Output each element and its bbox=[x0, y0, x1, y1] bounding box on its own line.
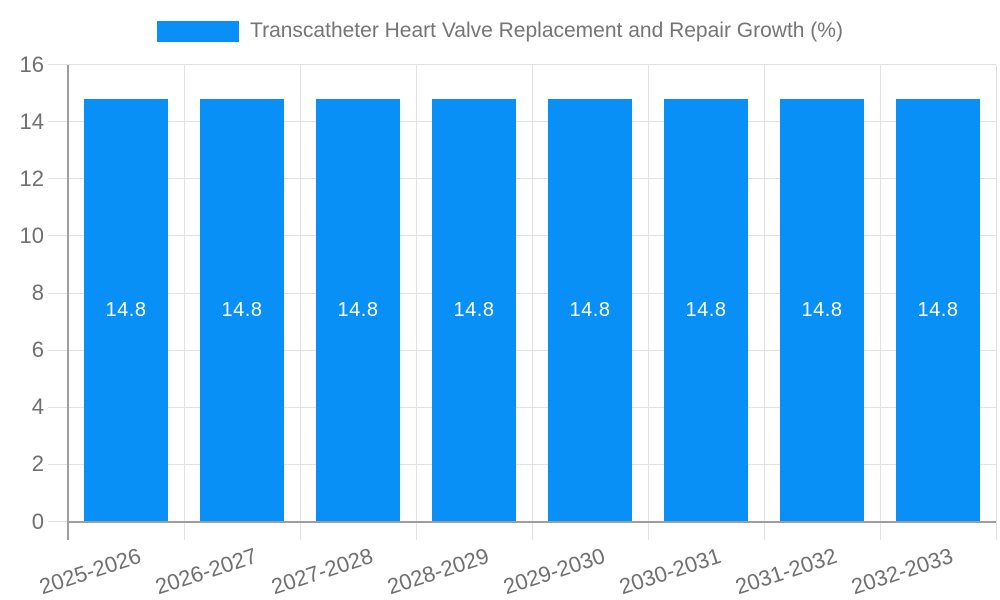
bar-value-label: 14.8 bbox=[569, 298, 611, 321]
gridline-v bbox=[183, 64, 185, 540]
gridline-v bbox=[647, 64, 649, 540]
bar[interactable]: 14.8 bbox=[780, 98, 864, 522]
bar-value-label: 14.8 bbox=[337, 298, 379, 321]
bar[interactable]: 14.8 bbox=[432, 98, 516, 522]
x-axis-tick-label: 2026-2027 bbox=[151, 543, 260, 600]
bar[interactable]: 14.8 bbox=[316, 98, 400, 522]
bar[interactable]: 14.8 bbox=[200, 98, 284, 522]
bar-value-label: 14.8 bbox=[221, 298, 263, 321]
bar[interactable]: 14.8 bbox=[548, 98, 632, 522]
x-axis-tick-label: 2027-2028 bbox=[267, 543, 376, 600]
gridline-v bbox=[763, 64, 765, 540]
bar[interactable]: 14.8 bbox=[664, 98, 748, 522]
legend-label: Transcatheter Heart Valve Replacement an… bbox=[250, 19, 843, 42]
legend-swatch bbox=[157, 20, 240, 42]
gridline-h bbox=[48, 64, 996, 65]
y-axis-tick-label: 12 bbox=[19, 165, 44, 191]
gridline-v bbox=[299, 64, 301, 540]
bar-value-label: 14.8 bbox=[685, 298, 727, 321]
x-axis-tick-label: 2031-2032 bbox=[731, 543, 840, 600]
x-axis-tick-label: 2032-2033 bbox=[847, 543, 956, 600]
y-axis-tick-label: 14 bbox=[19, 108, 44, 134]
x-axis-tick-label: 2025-2026 bbox=[35, 543, 144, 600]
x-axis-line bbox=[67, 520, 996, 523]
gridline-v bbox=[415, 64, 417, 540]
x-axis-tick-label: 2028-2029 bbox=[383, 543, 492, 600]
y-axis-tick-label: 2 bbox=[31, 451, 44, 477]
gridline-v bbox=[995, 64, 997, 540]
bar-value-label: 14.8 bbox=[917, 298, 959, 321]
bar[interactable]: 14.8 bbox=[84, 98, 168, 522]
y-axis-tick-label: 8 bbox=[31, 280, 44, 305]
x-axis-tick-label: 2030-2031 bbox=[615, 543, 724, 600]
y-axis-line bbox=[67, 64, 69, 540]
legend[interactable]: Transcatheter Heart Valve Replacement an… bbox=[0, 14, 1000, 48]
bar-value-label: 14.8 bbox=[105, 298, 147, 321]
gridline-v bbox=[531, 64, 533, 540]
gridline-v bbox=[879, 64, 881, 540]
y-axis-tick-label: 10 bbox=[19, 222, 44, 248]
bar-value-label: 14.8 bbox=[453, 298, 495, 321]
y-axis-tick-label: 4 bbox=[31, 394, 44, 420]
y-axis-tick-label: 0 bbox=[31, 508, 44, 534]
x-axis-tick-label: 2029-2030 bbox=[499, 543, 608, 600]
y-axis-tick-label: 16 bbox=[19, 51, 44, 77]
bar[interactable]: 14.8 bbox=[896, 98, 980, 522]
bar-value-label: 14.8 bbox=[801, 298, 843, 321]
y-axis-tick-label: 6 bbox=[31, 337, 44, 363]
